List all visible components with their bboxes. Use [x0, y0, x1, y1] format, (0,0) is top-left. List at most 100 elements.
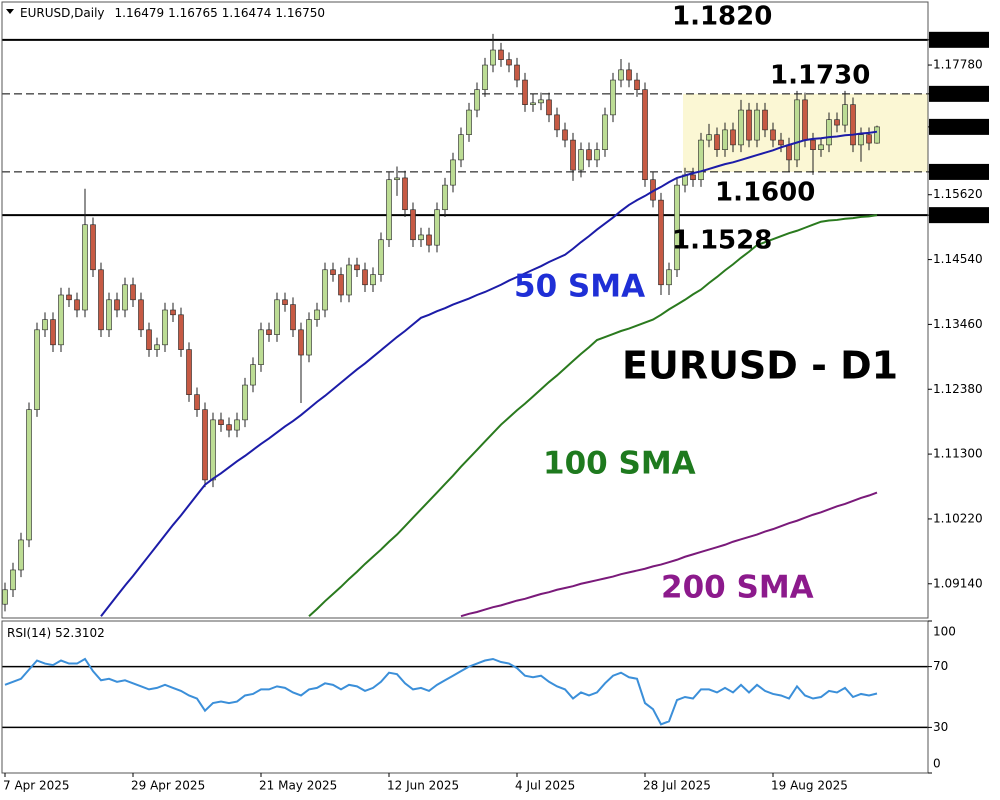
candle-body — [218, 419, 224, 425]
candle-body — [410, 209, 416, 241]
candle-body — [82, 224, 88, 311]
candle-body — [826, 119, 832, 146]
candle-body — [762, 109, 768, 131]
price-box — [929, 163, 989, 180]
candle-body — [666, 269, 672, 286]
candle-body — [146, 329, 152, 350]
level-label: 1.1528 — [672, 226, 772, 256]
x-tick-label: 28 Jul 2025 — [643, 779, 711, 793]
candle-body — [498, 49, 504, 60]
candle-body — [818, 144, 824, 150]
candle-body — [834, 119, 840, 126]
candle-body — [858, 134, 864, 146]
candle-body — [34, 329, 40, 410]
rsi-line — [4, 657, 878, 726]
candle-body — [778, 139, 784, 146]
candle-body — [74, 299, 80, 311]
candle-body — [170, 309, 176, 316]
candle-body — [594, 149, 600, 161]
candle-body — [458, 134, 464, 161]
candle-body — [538, 99, 544, 104]
candle-body — [194, 394, 200, 410]
candle-body — [602, 114, 608, 150]
sma-label: 200 SMA — [661, 570, 814, 606]
x-tick-label: 12 Jun 2025 — [387, 779, 459, 793]
candle-body — [138, 299, 144, 331]
candle-body — [802, 99, 808, 141]
candle-body — [466, 109, 472, 135]
chart-subtitle: EURUSD - D1 — [622, 344, 898, 388]
candle-body — [642, 89, 648, 181]
rsi-tick-label: 30 — [933, 720, 948, 734]
candle-body — [754, 109, 760, 141]
rsi-frame — [1, 620, 929, 774]
ohlc-low: 1.16474 — [222, 6, 272, 20]
candle-body — [42, 319, 48, 331]
x-tick-label: 21 May 2025 — [259, 779, 337, 793]
sma-line — [460, 491, 878, 618]
candle-body — [330, 269, 336, 275]
y-tick-label: 1.09140 — [933, 576, 983, 590]
candle-body — [714, 134, 720, 150]
sma-line — [100, 130, 878, 617]
menu-triangle[interactable] — [6, 9, 14, 14]
y-tick-label: 1.12380 — [933, 382, 983, 396]
candle-body — [698, 139, 704, 181]
candle-body — [786, 144, 792, 161]
y-tick-label: 1.16000 — [933, 164, 983, 178]
candle-body — [530, 102, 536, 105]
level-label: 1.1730 — [770, 61, 870, 91]
candle-body — [50, 319, 56, 346]
symbol: EURUSD,Daily — [20, 6, 105, 20]
y-tick-label: 1.14540 — [933, 252, 983, 266]
candle-body — [26, 409, 32, 541]
candle-body — [850, 104, 856, 146]
candle-body — [746, 109, 752, 141]
candle-body — [354, 264, 360, 271]
candle-body — [442, 184, 448, 211]
candle-body — [730, 129, 736, 146]
rsi-value: 52.3102 — [55, 626, 105, 640]
candle-body — [482, 64, 488, 90]
candle-body — [2, 589, 8, 605]
candle-body — [282, 299, 288, 305]
candle-body — [770, 129, 776, 141]
candle-body — [98, 269, 104, 331]
candle-body — [874, 126, 880, 144]
candle-body — [578, 149, 584, 171]
y-tick-label: 1.18200 — [933, 32, 983, 46]
candle-body — [674, 184, 680, 271]
y-tick-label: 1.10220 — [933, 511, 983, 525]
y-tick-label: 1.15620 — [933, 187, 983, 201]
candle-body — [546, 99, 552, 116]
x-tick-label: 19 Aug 2025 — [771, 779, 848, 793]
ohlc-open: 1.16479 — [115, 6, 165, 20]
candle-body — [370, 274, 376, 286]
candle-body — [402, 177, 408, 211]
candle-body — [346, 264, 352, 296]
level-label: 1.1600 — [715, 178, 815, 208]
rsi-header: RSI(14) 52.3102 — [7, 626, 105, 640]
candle-body — [722, 129, 728, 150]
candle-body — [266, 329, 272, 335]
candle-body — [794, 99, 800, 161]
candle-body — [234, 419, 240, 431]
candle-body — [626, 69, 632, 81]
candle-body — [298, 329, 304, 356]
candle-body — [570, 139, 576, 171]
candle-body — [378, 239, 384, 275]
candle-body — [506, 59, 512, 66]
candle-body — [338, 274, 344, 296]
candle-body — [114, 299, 120, 311]
price-box — [929, 207, 989, 224]
y-tick-label: 1.16750 — [933, 119, 983, 133]
candle-body — [490, 49, 496, 66]
candle-body — [362, 269, 368, 286]
candle-body — [690, 174, 696, 181]
candle-body — [90, 224, 96, 271]
candle-body — [18, 539, 24, 571]
candle-body — [474, 89, 480, 111]
candle-body — [106, 299, 112, 331]
candle-body — [842, 104, 848, 126]
candle-body — [242, 384, 248, 421]
